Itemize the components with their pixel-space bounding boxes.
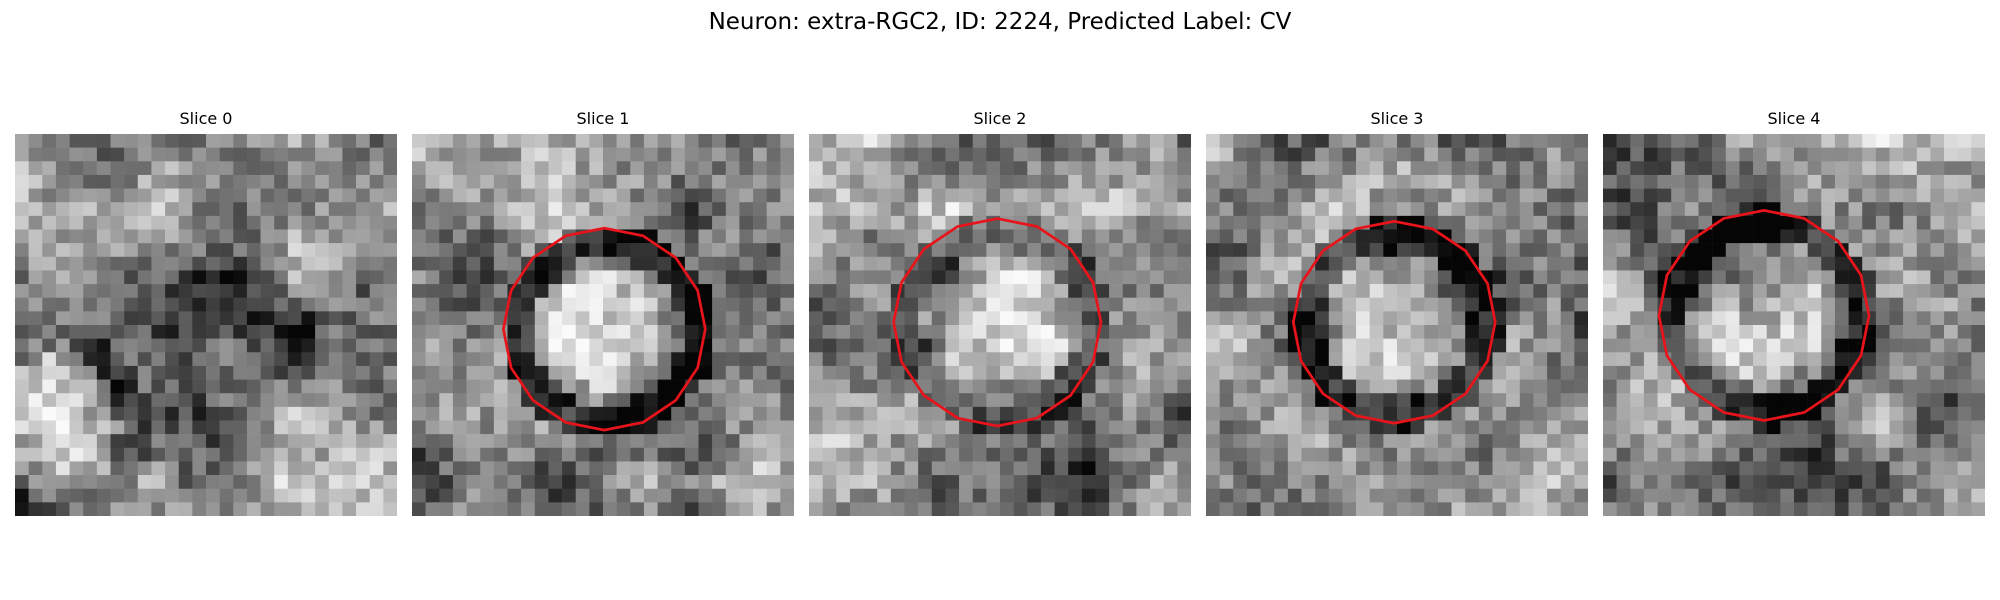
slice-image — [1603, 134, 1985, 516]
slice-title: Slice 1 — [576, 109, 630, 128]
slice-panel-2: Slice 2 — [809, 108, 1191, 518]
segmentation-contour — [1657, 209, 1871, 422]
segmentation-contour — [892, 217, 1103, 428]
slice-image — [809, 134, 1191, 516]
slice-panel-3: Slice 3 — [1206, 108, 1588, 518]
slice-image — [15, 134, 397, 516]
slice-panel-4: Slice 4 — [1603, 108, 1985, 518]
slice-panel-0: Slice 0 — [15, 108, 397, 518]
slice-image — [1206, 134, 1588, 516]
slice-panel-1: Slice 1 — [412, 108, 794, 518]
segmentation-contour — [502, 226, 707, 432]
slice-title: Slice 2 — [973, 109, 1027, 128]
slice-title: Slice 4 — [1767, 109, 1821, 128]
segmentation-contour — [1291, 219, 1497, 425]
slice-title: Slice 0 — [179, 109, 233, 128]
slice-title: Slice 3 — [1370, 109, 1424, 128]
slice-image — [412, 134, 794, 516]
figure-title: Neuron: extra-RGC2, ID: 2224, Predicted … — [708, 9, 1292, 35]
